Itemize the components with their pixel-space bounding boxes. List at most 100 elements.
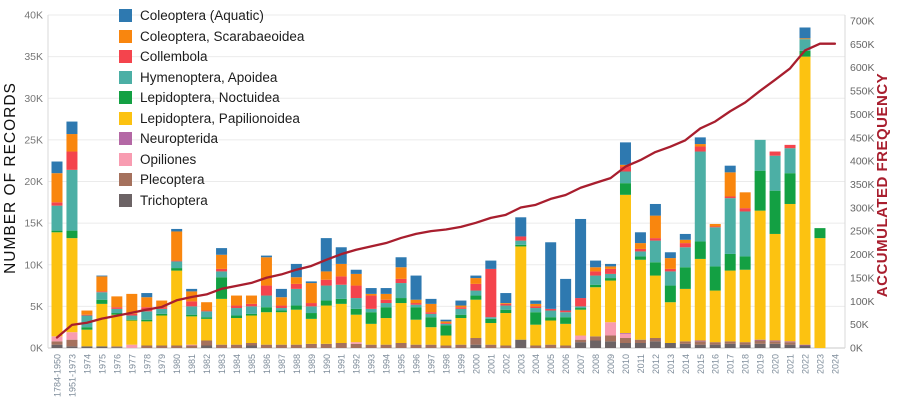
bar-segment-2018[interactable] bbox=[739, 211, 751, 257]
bar-segment-2015[interactable] bbox=[694, 146, 706, 152]
bar-segment-2010[interactable] bbox=[619, 183, 631, 195]
bar-segment-1984[interactable] bbox=[231, 305, 243, 309]
bar-segment-1784-1950[interactable] bbox=[51, 344, 63, 348]
bar-segment-1993[interactable] bbox=[365, 288, 377, 294]
bar-segment-1979[interactable] bbox=[156, 345, 168, 348]
bar-segment-1997[interactable] bbox=[425, 303, 437, 313]
bar-segment-2017[interactable] bbox=[724, 196, 736, 199]
bar-segment-2007[interactable] bbox=[575, 342, 587, 348]
bar-segment-2002[interactable] bbox=[500, 345, 512, 348]
bar-segment-1995[interactable] bbox=[395, 303, 407, 344]
bar-segment-2000[interactable] bbox=[470, 275, 482, 279]
bar-segment-2019[interactable] bbox=[754, 339, 766, 341]
bar-segment-2003[interactable] bbox=[515, 339, 527, 348]
bar-segment-2010[interactable] bbox=[619, 194, 631, 334]
bar-segment-2001[interactable] bbox=[485, 268, 497, 318]
bar-segment-2012[interactable] bbox=[649, 240, 661, 263]
bar-segment-2016[interactable] bbox=[709, 344, 721, 348]
bar-segment-2016[interactable] bbox=[709, 290, 721, 343]
bar-segment-2011[interactable] bbox=[634, 259, 646, 340]
bar-segment-1983[interactable] bbox=[216, 268, 228, 272]
bar-segment-1992[interactable] bbox=[350, 308, 362, 315]
bar-segment-2022[interactable] bbox=[799, 344, 811, 346]
bar-segment-2017[interactable] bbox=[724, 172, 736, 197]
bar-segment-1978[interactable] bbox=[141, 345, 153, 348]
bar-segment-2017[interactable] bbox=[724, 343, 736, 348]
bar-segment-2010[interactable] bbox=[619, 166, 631, 172]
bar-segment-2007[interactable] bbox=[575, 218, 587, 299]
legend-item-hymenoptera-apoidea[interactable]: Hymenoptera, Apoidea bbox=[119, 70, 304, 85]
bar-segment-2000[interactable] bbox=[470, 278, 482, 284]
bar-segment-1998[interactable] bbox=[440, 323, 452, 324]
bar-segment-2014[interactable] bbox=[679, 288, 691, 342]
bar-segment-1984[interactable] bbox=[231, 308, 243, 316]
bar-segment-1998[interactable] bbox=[440, 325, 452, 336]
bar-segment-1996[interactable] bbox=[410, 275, 422, 300]
bar-segment-1989[interactable] bbox=[305, 283, 317, 304]
bar-segment-1974[interactable] bbox=[81, 329, 93, 347]
bar-segment-1980[interactable] bbox=[171, 270, 183, 346]
bar-segment-2014[interactable] bbox=[679, 239, 691, 244]
bar-segment-2020[interactable] bbox=[769, 190, 781, 234]
bar-segment-2017[interactable] bbox=[724, 198, 736, 254]
bar-segment-1978[interactable] bbox=[141, 297, 153, 308]
bar-segment-2013[interactable] bbox=[664, 271, 676, 286]
bar-segment-1979[interactable] bbox=[156, 315, 168, 346]
bar-segment-1991[interactable] bbox=[335, 263, 347, 277]
bar-segment-2018[interactable] bbox=[739, 342, 751, 345]
bar-segment-1980[interactable] bbox=[171, 260, 183, 262]
bar-segment-1989[interactable] bbox=[305, 303, 317, 307]
bar-segment-1982[interactable] bbox=[201, 310, 213, 312]
bar-segment-1984[interactable] bbox=[231, 318, 243, 345]
bar-segment-1991[interactable] bbox=[335, 284, 347, 299]
bar-segment-2000[interactable] bbox=[470, 283, 482, 291]
bar-segment-1996[interactable] bbox=[410, 344, 422, 348]
bar-segment-2017[interactable] bbox=[724, 165, 736, 173]
bar-segment-1951-1973[interactable] bbox=[66, 151, 78, 170]
bar-segment-1992[interactable] bbox=[350, 343, 362, 348]
bar-segment-2014[interactable] bbox=[679, 243, 691, 248]
bar-segment-1981[interactable] bbox=[186, 314, 198, 317]
bar-segment-1992[interactable] bbox=[350, 342, 362, 344]
bar-segment-2009[interactable] bbox=[605, 273, 617, 279]
bar-segment-1975[interactable] bbox=[96, 346, 108, 348]
bar-segment-2020[interactable] bbox=[769, 233, 781, 341]
bar-segment-1994[interactable] bbox=[380, 307, 392, 319]
bar-segment-1997[interactable] bbox=[425, 298, 437, 304]
bar-segment-2013[interactable] bbox=[664, 252, 676, 259]
bar-segment-1993[interactable] bbox=[365, 295, 377, 309]
bar-segment-2004[interactable] bbox=[530, 345, 542, 348]
bar-segment-2011[interactable] bbox=[634, 339, 646, 344]
bar-segment-1978[interactable] bbox=[141, 293, 153, 298]
bar-segment-2020[interactable] bbox=[769, 343, 781, 348]
bar-segment-2001[interactable] bbox=[485, 323, 497, 345]
bar-segment-1999[interactable] bbox=[455, 307, 467, 309]
bar-segment-1988[interactable] bbox=[290, 344, 302, 348]
bar-segment-1996[interactable] bbox=[410, 303, 422, 305]
bar-segment-2001[interactable] bbox=[485, 344, 497, 348]
bar-segment-2013[interactable] bbox=[664, 258, 676, 269]
bar-segment-2005[interactable] bbox=[545, 310, 557, 318]
bar-segment-1977[interactable] bbox=[126, 313, 138, 316]
bar-segment-2015[interactable] bbox=[694, 241, 706, 259]
bar-segment-2006[interactable] bbox=[560, 310, 572, 313]
legend-item-opiliones[interactable]: Opiliones bbox=[119, 152, 304, 167]
bar-segment-2001[interactable] bbox=[485, 260, 497, 269]
bar-segment-1987[interactable] bbox=[275, 297, 287, 306]
bar-segment-2004[interactable] bbox=[530, 324, 542, 346]
bar-segment-1996[interactable] bbox=[410, 304, 422, 308]
bar-segment-1982[interactable] bbox=[201, 318, 213, 341]
bar-segment-2008[interactable] bbox=[590, 275, 602, 285]
bar-segment-1992[interactable] bbox=[350, 314, 362, 343]
bar-segment-1982[interactable] bbox=[201, 302, 213, 311]
bar-segment-2019[interactable] bbox=[754, 210, 766, 340]
bar-segment-2011[interactable] bbox=[634, 232, 646, 244]
bar-segment-2006[interactable] bbox=[560, 345, 572, 348]
bar-segment-2008[interactable] bbox=[590, 340, 602, 348]
bar-segment-1987[interactable] bbox=[275, 310, 287, 313]
bar-segment-1977[interactable] bbox=[126, 293, 138, 314]
bar-segment-1974[interactable] bbox=[81, 315, 93, 328]
bar-segment-2020[interactable] bbox=[769, 155, 781, 191]
bar-segment-2010[interactable] bbox=[619, 142, 631, 165]
bar-segment-2017[interactable] bbox=[724, 341, 736, 344]
